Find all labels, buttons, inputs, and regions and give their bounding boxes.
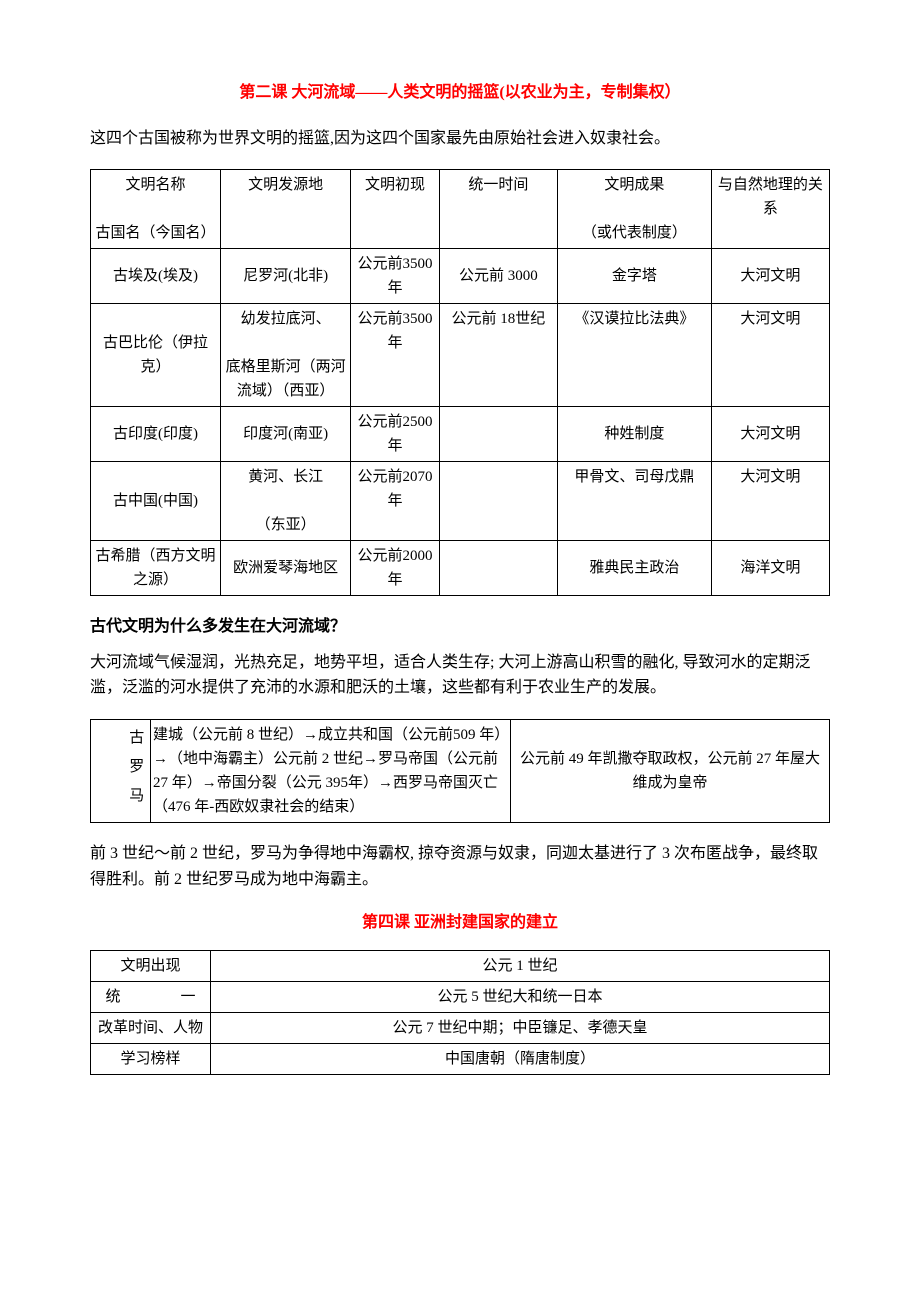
civilizations-table: 文明名称 古国名（今国名） 文明发源地 文明初现 统一时间 文明成果 （或代表制… [90,169,830,596]
cell: 古中国(中国) [91,462,221,541]
cell: 大河文明 [711,249,829,304]
header-first: 文明初现 [351,170,440,249]
cell: 公元前3500 年 [351,304,440,407]
header-nature: 与自然地理的关系 [711,170,829,249]
cell: 印度河(南亚) [221,407,351,462]
cell-sub: （东亚） [223,513,348,537]
cell: 尼罗河(北非) [221,249,351,304]
cell: 金字塔 [558,249,712,304]
table-row: 文明出现 公元 1 世纪 [91,950,830,981]
cell-key: 统 一 [91,981,211,1012]
cell: 公元前3500 年 [351,249,440,304]
cell [439,407,557,462]
lesson-title-1: 第二课 大河流域——人类文明的摇篮(以农业为主，专制集权） [90,80,830,106]
cell: 公元前2070 年 [351,462,440,541]
table-row: 古巴比伦（伊拉克） 幼发拉底河、 底格里斯河（两河流域）（西亚） 公元前3500… [91,304,830,407]
table-header-row: 文明名称 古国名（今国名） 文明发源地 文明初现 统一时间 文明成果 （或代表制… [91,170,830,249]
cell: 公元前 3000 [439,249,557,304]
cell-key: 改革时间、人物 [91,1012,211,1043]
cell: 大河文明 [711,304,829,407]
rome-blank [91,719,121,822]
rome-table: 古罗马 建城（公元前 8 世纪）→成立共和国（公元前509 年）→（地中海霸主）… [90,719,830,823]
punic-wars-paragraph: 前 3 世纪～前 2 世纪，罗马为争得地中海霸权, 掠夺资源与奴隶，同迦太基进行… [90,841,830,892]
table-row: 古希腊（西方文明之源） 欧洲爱琴海地区 公元前2000 年 雅典民主政治 海洋文… [91,541,830,596]
cell [439,462,557,541]
table-row: 古印度(印度) 印度河(南亚) 公元前2500 年 种姓制度 大河文明 [91,407,830,462]
cell: 公元前2500 年 [351,407,440,462]
header-name-b: 古国名（今国名） [93,221,218,245]
cell: 公元前2000 年 [351,541,440,596]
rome-timeline: 建城（公元前 8 世纪）→成立共和国（公元前509 年）→（地中海霸主）公元前 … [151,719,511,822]
table-row: 统 一 公元 5 世纪大和统一日本 [91,981,830,1012]
cell: 公元前 18世纪 [439,304,557,407]
table-row: 古中国(中国) 黄河、长江 （东亚） 公元前2070 年 甲骨文、司母戊鼎 大河… [91,462,830,541]
cell-key: 文明出现 [91,950,211,981]
cell [439,541,557,596]
cell-sub: 幼发拉底河、 [223,307,348,331]
intro-paragraph: 这四个古国被称为世界文明的摇篮,因为这四个国家最先由原始社会进入奴隶社会。 [90,126,830,152]
lesson-title-2: 第四课 亚洲封建国家的建立 [90,910,830,936]
table-row: 古埃及(埃及) 尼罗河(北非) 公元前3500 年 公元前 3000 金字塔 大… [91,249,830,304]
table-row: 改革时间、人物 公元 7 世纪中期；中臣镰足、孝德天皇 [91,1012,830,1043]
header-unify: 统一时间 [439,170,557,249]
cell: 欧洲爱琴海地区 [221,541,351,596]
cell-sub: 黄河、长江 [223,465,348,489]
cell-key: 学习榜样 [91,1043,211,1074]
cell-val: 中国唐朝（隋唐制度） [211,1043,830,1074]
cell: 幼发拉底河、 底格里斯河（两河流域）（西亚） [221,304,351,407]
header-achieve: 文明成果 （或代表制度） [558,170,712,249]
cell-val: 公元 5 世纪大和统一日本 [211,981,830,1012]
answer-paragraph: 大河流域气候湿润，光热充足，地势平坦，适合人类生存; 大河上游高山积雪的融化, … [90,650,830,701]
cell: 大河文明 [711,407,829,462]
cell-val: 公元 1 世纪 [211,950,830,981]
rome-label: 古罗马 [121,719,151,822]
cell: 古巴比伦（伊拉克） [91,304,221,407]
cell: 雅典民主政治 [558,541,712,596]
table-row: 学习榜样 中国唐朝（隋唐制度） [91,1043,830,1074]
cell: 《汉谟拉比法典》 [558,304,712,407]
table-row: 古罗马 建城（公元前 8 世纪）→成立共和国（公元前509 年）→（地中海霸主）… [91,719,830,822]
header-name: 文明名称 古国名（今国名） [91,170,221,249]
cell: 古埃及(埃及) [91,249,221,304]
header-achieve-b: （或代表制度） [560,221,709,245]
asia-table: 文明出现 公元 1 世纪 统 一 公元 5 世纪大和统一日本 改革时间、人物 公… [90,950,830,1075]
cell: 海洋文明 [711,541,829,596]
cell: 古希腊（西方文明之源） [91,541,221,596]
cell: 黄河、长江 （东亚） [221,462,351,541]
cell: 大河文明 [711,462,829,541]
cell-val: 公元 7 世纪中期；中臣镰足、孝德天皇 [211,1012,830,1043]
cell: 种姓制度 [558,407,712,462]
header-achieve-a: 文明成果 [560,173,709,197]
rome-caesar: 公元前 49 年凯撒夺取政权，公元前 27 年屋大维成为皇帝 [511,719,830,822]
cell: 古印度(印度) [91,407,221,462]
question-heading: 古代文明为什么多发生在大河流域？ [90,614,830,640]
cell-sub: 底格里斯河（两河流域）（西亚） [223,355,348,403]
header-origin: 文明发源地 [221,170,351,249]
header-name-a: 文明名称 [93,173,218,197]
cell: 甲骨文、司母戊鼎 [558,462,712,541]
